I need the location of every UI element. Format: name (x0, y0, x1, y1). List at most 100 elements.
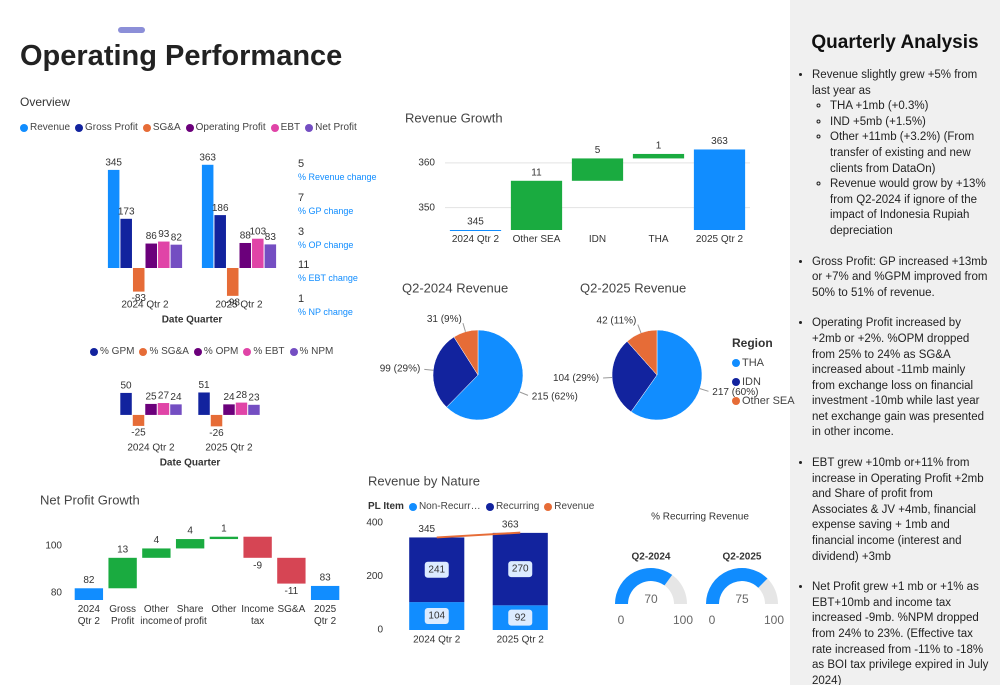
legend-label: THA (742, 357, 764, 369)
analysis-sublist: THA +1mb (+0.3%)IND +5mb (+1.5%)Other +1… (812, 99, 990, 239)
y-tick-label: 80 (51, 588, 63, 599)
pie-slice (432, 336, 479, 408)
analysis-subitem: Revenue would grow by +13% from Q2-2024 … (830, 177, 990, 239)
data-label: 1 (221, 523, 227, 534)
data-label: 42 (11%) (597, 315, 637, 326)
leader-line (462, 322, 466, 332)
y-tick-label: 400 (366, 517, 383, 528)
legend-item: IDN (732, 376, 761, 388)
bar (571, 158, 624, 181)
data-label: 88 (240, 231, 252, 242)
legend-marker (139, 347, 148, 356)
y-tick-label: 350 (418, 202, 435, 213)
legend-marker (185, 123, 194, 132)
change-value: 1 (298, 293, 305, 306)
bar (210, 414, 223, 427)
legend-label: % GPM (100, 346, 135, 357)
bar (145, 403, 157, 415)
pie-slice (630, 329, 703, 421)
data-label: 99 (29%) (380, 364, 421, 375)
legend-marker (732, 359, 740, 367)
data-label: 104 (428, 611, 445, 622)
x-tick-label: SG&A (277, 604, 306, 615)
bar (264, 244, 277, 268)
legend-marker (485, 502, 494, 511)
x-tick-label: 2024 Qtr 2 (121, 300, 169, 311)
x-tick-label: IDN (588, 234, 607, 245)
label-box (508, 561, 533, 578)
data-label: 103 (249, 226, 266, 237)
data-label: 27 (158, 391, 170, 402)
analysis-list: Revenue slightly grew +5% from last year… (798, 68, 990, 685)
data-label: 104 (29%) (553, 373, 599, 384)
legend-marker (243, 347, 252, 356)
data-label: 345 (418, 524, 435, 535)
leader-line (424, 368, 434, 371)
legend-title: PL Item (368, 501, 404, 512)
x-tick-label: 2025 Qtr 2 (695, 234, 744, 245)
data-label: 217 (60%) (712, 387, 758, 398)
leader-line (699, 388, 709, 392)
leader-line (519, 391, 529, 396)
legend-item: Revenue (20, 122, 70, 133)
data-label: 24 (170, 392, 182, 403)
data-label: 363 (711, 136, 728, 147)
chart-title: Net Profit Growth (40, 492, 140, 507)
legend-label: % EBT (253, 346, 285, 357)
gauge-name: Q2-2024 (632, 552, 671, 563)
bar (145, 243, 158, 268)
data-label: 11 (531, 167, 542, 178)
data-label: -9 (253, 560, 262, 571)
bar (223, 404, 235, 415)
data-label: 92 (515, 612, 527, 623)
legend-item: % EBT (243, 346, 285, 357)
data-label: 13 (117, 544, 129, 555)
x-tick-label: Gross Profit (109, 604, 136, 627)
analysis-subitem: IND +5mb (+1.5%) (830, 115, 990, 131)
pie-slice (626, 329, 658, 376)
leader-line (603, 377, 613, 379)
legend-label: Net Profit (315, 122, 357, 133)
section-label: Overview (20, 95, 71, 109)
change-value: 7 (298, 191, 305, 204)
data-label: -25 (131, 428, 146, 439)
legend-marker (408, 502, 417, 511)
chart-title: Q2-2025 Revenue (580, 280, 686, 295)
gauge-value-label: 75 (735, 592, 749, 606)
legend-marker (270, 123, 279, 132)
analysis-panel: Quarterly Analysis Revenue slightly grew… (790, 0, 1000, 685)
line (436, 531, 521, 539)
data-label: 4 (154, 535, 160, 546)
bar (214, 215, 226, 268)
legend-marker (142, 123, 151, 132)
bar (157, 403, 170, 415)
gauge-max: 100 (673, 613, 693, 627)
bar (310, 585, 340, 600)
data-label: 28 (236, 390, 248, 401)
data-label: 23 (248, 392, 260, 403)
data-label: 1 (656, 141, 662, 152)
legend-label: IDN (742, 376, 761, 388)
bar (175, 539, 205, 549)
legend-item: Recurring (485, 501, 539, 512)
legend-label: Revenue (30, 122, 71, 133)
gauge-value-label: 70 (644, 592, 658, 606)
chart-title: % Recurring Revenue (651, 512, 749, 523)
bar (239, 242, 252, 268)
data-label: 93 (158, 229, 170, 240)
y-tick-label: 100 (45, 541, 62, 552)
analysis-text: Revenue slightly grew +5% from last year… (812, 69, 978, 97)
x-tick-label: Share of profit (173, 604, 207, 627)
legend-marker (305, 123, 314, 132)
bar (201, 164, 214, 268)
bar (252, 238, 264, 268)
bar (243, 536, 272, 558)
legend-item: Gross Profit (75, 122, 138, 133)
y-tick-label: 360 (418, 158, 435, 169)
legend-label: % NPM (299, 346, 334, 357)
legend-item: % NPM (289, 346, 334, 357)
x-axis-title: Date Quarter (160, 458, 221, 469)
data-label: 173 (118, 206, 135, 217)
